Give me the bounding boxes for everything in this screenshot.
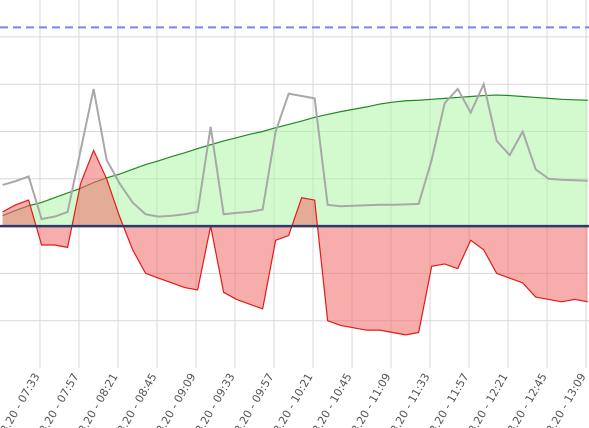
area-fill — [2, 95, 588, 227]
series-line — [2, 148, 588, 336]
x-tick-label: 03.20 - 07:33 — [0, 371, 43, 428]
series-line — [2, 81, 588, 221]
